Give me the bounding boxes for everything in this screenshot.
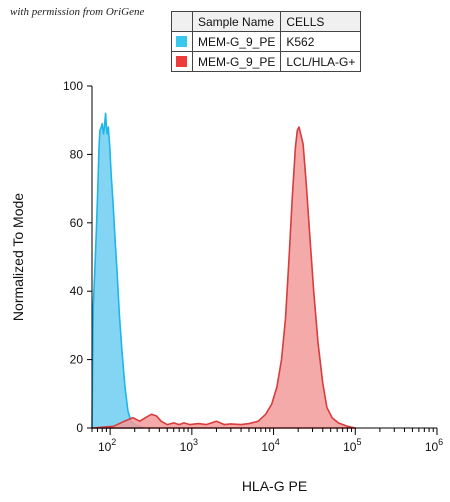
legend-sample-name: MEM-G_9_PE: [191, 31, 282, 52]
y-tick-label: 0: [76, 421, 83, 435]
y-tick-label: 100: [63, 79, 83, 93]
x-tick-label: 104: [261, 437, 279, 454]
legend-row: MEM-G_9_PE K562: [171, 31, 362, 52]
y-tick-label: 20: [70, 353, 84, 367]
y-tick-label: 60: [70, 216, 84, 230]
legend-swatch: [176, 36, 187, 47]
legend-header-blank: [171, 11, 193, 32]
legend-row: MEM-G_9_PE LCL/HLA-G+: [171, 51, 362, 72]
y-axis-title: Normalized To Mode: [10, 193, 26, 321]
legend-header-sample: Sample Name: [191, 11, 282, 32]
y-tick-label: 80: [70, 147, 84, 161]
legend-cells: LCL/HLA-G+: [280, 51, 362, 72]
series-area-k562: [91, 112, 145, 429]
legend-header-row: Sample Name CELLS: [171, 11, 362, 32]
x-tick-label: 106: [425, 437, 443, 454]
x-tick-label: 103: [180, 437, 198, 454]
x-tick-label: 105: [343, 437, 361, 454]
series-area-lcl-hla-g-: [91, 126, 357, 429]
legend-swatch: [176, 56, 187, 67]
legend-header-cells: CELLS: [280, 11, 362, 32]
legend-cells: K562: [280, 31, 362, 52]
legend-sample-name: MEM-G_9_PE: [191, 51, 282, 72]
legend-table: Sample Name CELLS MEM-G_9_PE K562 MEM-G_…: [171, 11, 362, 72]
y-tick-label: 40: [70, 284, 84, 298]
credit-text: with permission from OriGene: [10, 6, 145, 18]
x-tick-label: 102: [98, 437, 116, 454]
x-axis-title: HLA-G PE: [242, 478, 307, 494]
